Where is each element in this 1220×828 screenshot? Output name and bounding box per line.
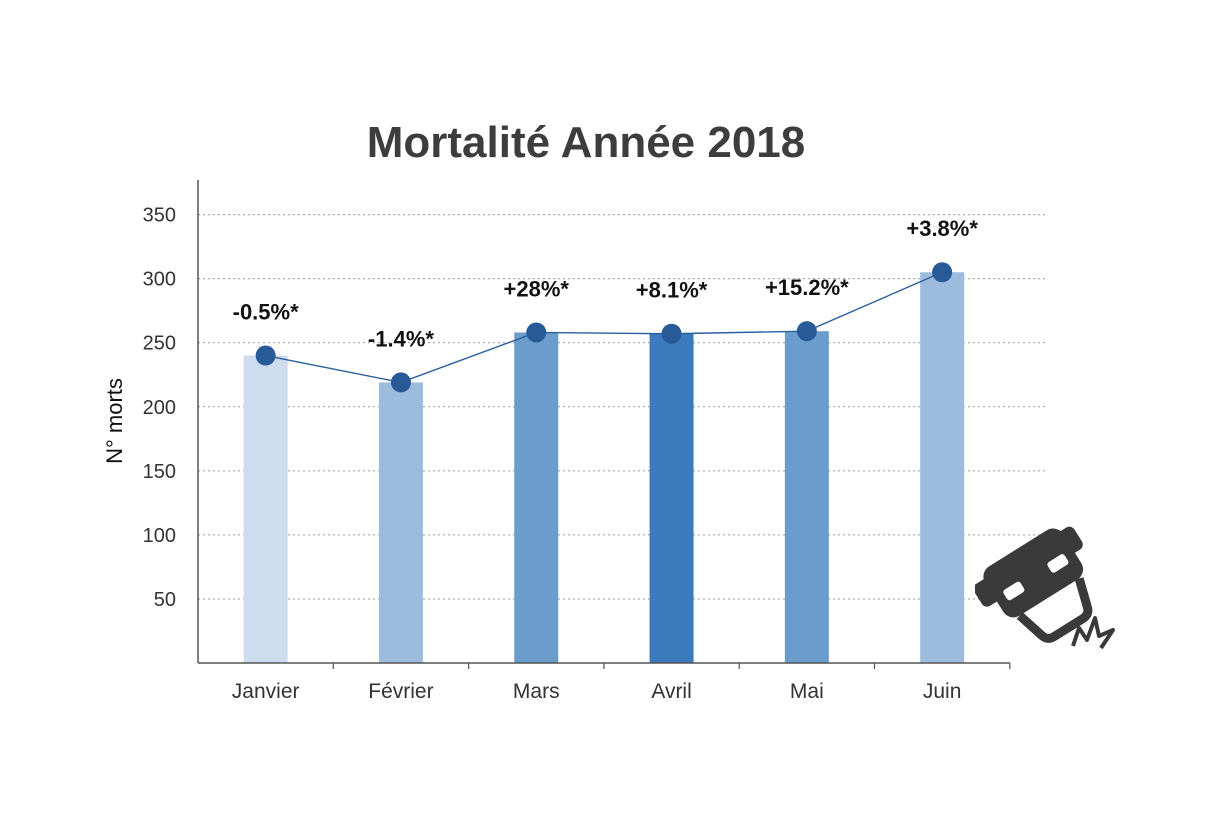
axes xyxy=(197,180,1010,664)
data-point xyxy=(526,322,547,343)
bar xyxy=(243,355,288,663)
bar xyxy=(784,331,829,663)
data-label: +28%* xyxy=(504,276,570,301)
x-tick-label: Juin xyxy=(923,680,962,703)
y-tick-label: 300 xyxy=(143,269,176,291)
data-labels: -0.5%* -1.4%* +28%* +8.1%* +15.2%* +3.8%* xyxy=(233,216,979,351)
y-ticks: 50 100 150 200 250 300 350 xyxy=(143,205,176,611)
y-tick-label: 100 xyxy=(143,525,176,547)
y-tick-label: 50 xyxy=(154,589,176,611)
x-tick-label: Avril xyxy=(651,680,691,703)
bar xyxy=(514,332,559,663)
data-label: -0.5%* xyxy=(233,300,299,325)
y-tick-label: 350 xyxy=(143,205,176,227)
y-tick-label: 250 xyxy=(143,333,176,355)
y-tick-label: 150 xyxy=(143,461,176,483)
bars xyxy=(243,272,965,663)
data-label: +3.8%* xyxy=(906,216,978,241)
x-tick-label: Mai xyxy=(790,680,824,703)
data-point xyxy=(390,372,411,393)
data-label: +8.1%* xyxy=(636,278,708,303)
data-point xyxy=(796,321,817,342)
data-label: -1.4%* xyxy=(368,326,434,351)
data-label: +15.2%* xyxy=(765,275,849,300)
chart-title: Mortalité Année 2018 xyxy=(366,118,806,167)
y-tick-label: 200 xyxy=(143,397,176,419)
grid-lines xyxy=(198,214,1045,600)
bar xyxy=(378,382,423,663)
x-ticks: Janvier Février Mars Avril Mai Juin xyxy=(232,663,1011,703)
x-tick-label: Janvier xyxy=(232,680,300,703)
data-point xyxy=(661,323,682,344)
x-tick-label: Mars xyxy=(513,680,560,703)
y-axis-label: N° morts xyxy=(102,378,127,464)
bar xyxy=(649,333,694,663)
trend-line xyxy=(255,262,953,393)
x-tick-label: Février xyxy=(368,680,433,703)
data-point xyxy=(255,345,276,366)
car-crash-icon xyxy=(975,526,1115,650)
bar xyxy=(920,272,965,663)
data-point xyxy=(932,262,953,283)
series-line xyxy=(265,271,943,384)
